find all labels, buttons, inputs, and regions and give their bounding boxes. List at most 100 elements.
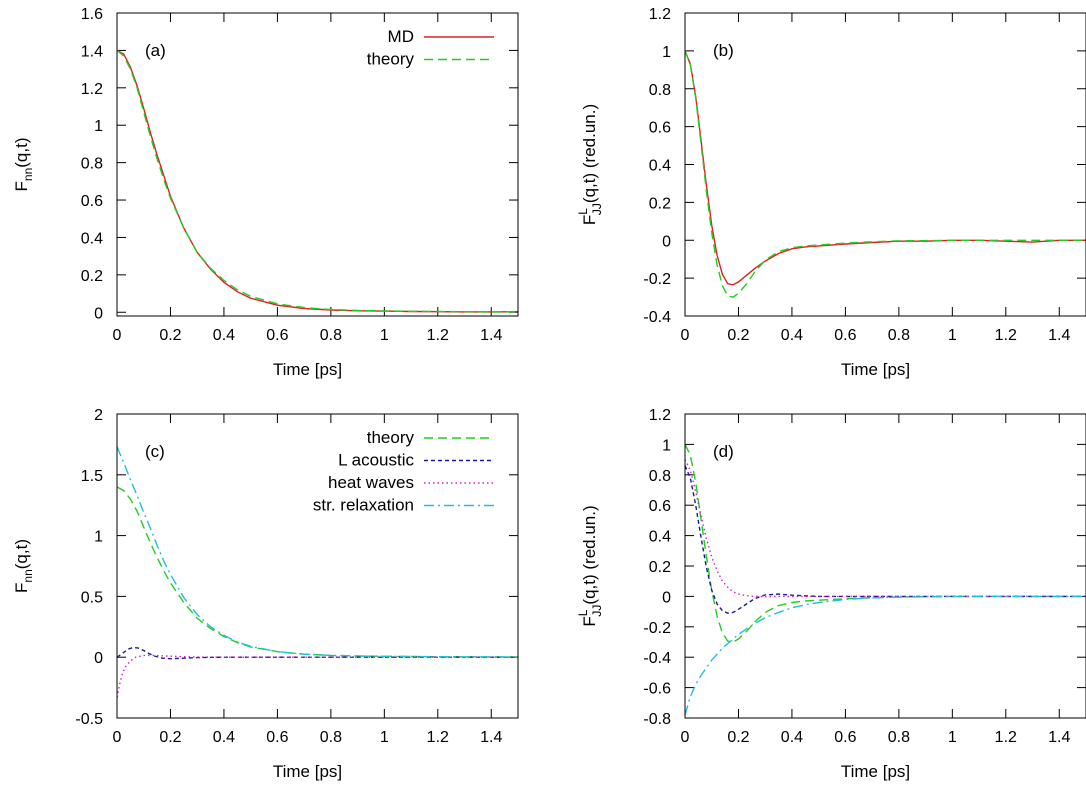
y-tick-label: 0.4 [81, 230, 103, 247]
x-tick-label: 1 [380, 327, 389, 344]
x-tick-label: 1.2 [995, 729, 1017, 746]
x-tick-label: 0.2 [159, 327, 181, 344]
y-axis-label-sup: L [576, 208, 590, 215]
y-axis-label-sub: nn [21, 569, 35, 582]
plot-frame [684, 12, 1086, 317]
y-tick-label: 1.2 [649, 407, 671, 424]
legend-label: theory [367, 50, 415, 69]
x-tick-label: 1.4 [480, 729, 502, 746]
x-tick-label: 0.8 [320, 327, 342, 344]
x-tick-label: 1 [380, 729, 389, 746]
y-tick-label: 0.6 [649, 120, 671, 137]
y-tick-label: 1.2 [649, 6, 671, 23]
legend-label: heat waves [328, 473, 414, 492]
y-axis-label-main: F [12, 181, 31, 191]
panel-d: 0 0.2 0.4 0.6 0.8 1 1.2 1.4 -0.8 -0.6 -0.4 -0.2 0 0.2… [576, 407, 1086, 781]
y-tick-label: -0.2 [643, 271, 671, 288]
x-axis-label: Time [ps] [273, 360, 342, 379]
series-line-theory [117, 49, 518, 313]
plot-frame [116, 12, 519, 317]
x-tick-label: 0.4 [781, 729, 803, 746]
y-tick-label: 1 [94, 118, 103, 135]
y-tick-label: 0.6 [649, 498, 671, 515]
x-tick-label: 1 [948, 327, 957, 344]
y-axis-label-main: F [580, 616, 599, 626]
legend: MD theory [367, 27, 494, 69]
y-axis-label-rest: (q,t) [12, 539, 31, 569]
x-tick-label: 0 [681, 327, 690, 344]
panel-label: (a) [145, 41, 166, 60]
y-axis-label-sub: JJ [590, 605, 604, 617]
x-tick-label: 0.8 [888, 327, 910, 344]
x-tick-label: 1.4 [480, 327, 502, 344]
legend-label: str. relaxation [313, 496, 414, 515]
x-tick-label: 1.2 [995, 327, 1017, 344]
x-tick-label: 0.6 [266, 327, 288, 344]
y-tick-label: 0.5 [81, 589, 103, 606]
y-tick-label: 0 [662, 589, 671, 606]
series-group [685, 444, 1086, 716]
legend-label: MD [388, 27, 414, 46]
series-line-md [685, 50, 1086, 286]
legend: theory L acoustic heat waves str. relaxatio… [313, 428, 494, 515]
x-tick-label: 0.4 [213, 327, 235, 344]
x-tick-label: 0 [681, 729, 690, 746]
panel-label: (d) [713, 442, 734, 461]
series-line-l-acoustic [117, 646, 518, 660]
y-tick-label: 1 [662, 44, 671, 61]
x-tick-label: 1.4 [1048, 327, 1070, 344]
series-line-md [117, 49, 518, 313]
y-tick-label: -0.4 [643, 309, 671, 326]
series-line-heat-waves [685, 459, 1086, 598]
y-axis-label: FLJJ(q,t) (red.un.) [576, 505, 604, 626]
y-tick-label: 0 [94, 650, 103, 667]
y-tick-label: -0.8 [643, 711, 671, 728]
y-tick-label: 0.2 [81, 268, 103, 285]
y-axis-label-main: F [12, 583, 31, 593]
panel-c: 0 0.2 0.4 0.6 0.8 1 1.2 1.4 -0.5 0 0.5 1 1.5 2 (c) Time… [12, 407, 519, 781]
x-tick-label: 0 [113, 729, 122, 746]
y-tick-label: 1.5 [81, 468, 103, 485]
x-tick-label: 0.6 [266, 729, 288, 746]
x-tick-label: 0.2 [727, 729, 749, 746]
y-axis-label: Fnn(q,t) [12, 138, 35, 192]
y-tick-label: -0.2 [643, 620, 671, 637]
y-tick-label: 0.6 [81, 193, 103, 210]
legend-label: theory [367, 428, 415, 447]
x-axis-label: Time [ps] [841, 360, 910, 379]
x-tick-label: 0.8 [320, 729, 342, 746]
y-axis-label-sup: L [576, 609, 590, 616]
series-line-heat-waves [117, 654, 518, 698]
x-axis-label: Time [ps] [841, 762, 910, 781]
x-tick-label: 1.2 [427, 327, 449, 344]
x-tick-label: 1 [948, 729, 957, 746]
y-axis-label-main: F [580, 215, 599, 225]
y-tick-label: 0 [662, 233, 671, 250]
series-line-theory [685, 444, 1086, 643]
y-tick-label: 0.2 [649, 195, 671, 212]
y-axis-label-rest: (q,t) (red.un.) [580, 104, 599, 203]
y-tick-label: 0.2 [649, 559, 671, 576]
y-tick-label: 0.4 [649, 529, 671, 546]
y-axis-label-rest: (q,t) (red.un.) [580, 505, 599, 604]
x-tick-label: 1.2 [427, 729, 449, 746]
y-axis-label-rest: (q,t) [12, 138, 31, 168]
legend-label: L acoustic [338, 451, 414, 470]
y-tick-label: 0.8 [649, 468, 671, 485]
x-tick-label: 0.6 [834, 729, 856, 746]
series-group [117, 446, 518, 698]
y-tick-label: -0.4 [643, 650, 671, 667]
y-axis-label-sub: nn [21, 168, 35, 181]
y-tick-label: 0.8 [81, 156, 103, 173]
panel-b: 0 0.2 0.4 0.6 0.8 1 1.2 1.4 -0.4 -0.2 0 0.2 0.4 0.6 0.… [576, 6, 1086, 379]
panel-a: 0 0.2 0.4 0.6 0.8 1 1.2 1.4 0 0.2 0.4 0.6 0.8 1 1.2 1.4… [12, 6, 519, 379]
series-line-str-relaxation [685, 595, 1086, 716]
x-tick-label: 1.4 [1048, 729, 1070, 746]
panel-label: (c) [145, 442, 165, 461]
y-tick-label: 0 [94, 305, 103, 322]
y-tick-label: 2 [94, 407, 103, 424]
series-group [685, 50, 1086, 298]
panel-label: (b) [713, 41, 734, 60]
y-tick-label: 1.4 [81, 43, 103, 60]
